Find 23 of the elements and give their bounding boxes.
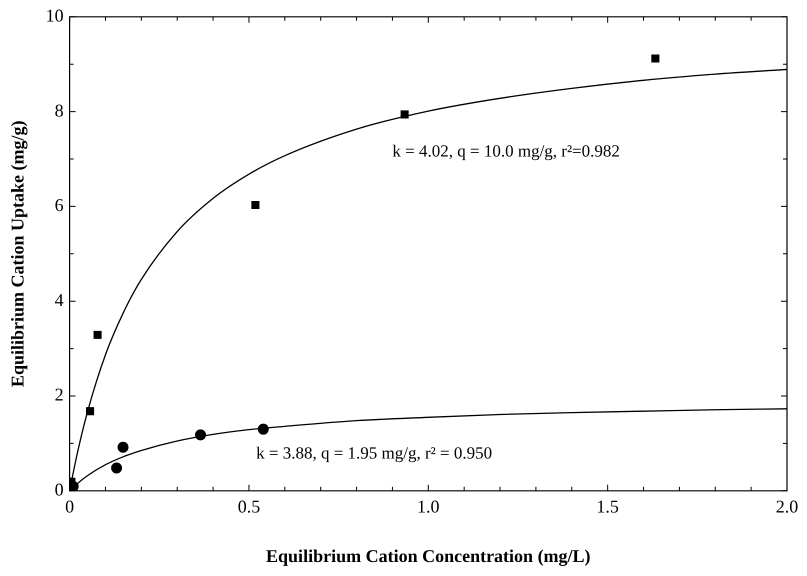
x-tick-label: 1.5 (596, 496, 619, 516)
point (94, 330, 102, 339)
y-tick-label: 0 (54, 480, 64, 500)
point (651, 54, 660, 63)
annotation: k = 4.02, q = 10.0 mg/g, r²=0.982 (392, 141, 620, 160)
x-axis-title: Equilibrium Cation Concentration (mg/L) (266, 546, 591, 566)
y-tick-label: 8 (54, 100, 64, 120)
point (118, 442, 129, 453)
x-tick-label: 2.0 (776, 496, 798, 516)
y-tick-label: 6 (54, 195, 64, 216)
y-axis-title: Equilibrium Cation Uptake (mg/g) (7, 120, 28, 388)
point (86, 407, 94, 416)
x-tick-label: 1.0 (417, 496, 440, 516)
y-tick-label: 4 (54, 290, 64, 310)
x-tick-label: 0.5 (238, 496, 260, 516)
point (195, 429, 206, 440)
y-tick-label: 2 (54, 384, 64, 405)
point (251, 200, 260, 210)
point (400, 110, 409, 118)
annotation: k = 3.88, q = 1.95 mg/g, r² = 0.950 (256, 443, 492, 462)
y-tick-label: 10 (46, 6, 64, 26)
point (258, 424, 269, 435)
point (111, 462, 122, 474)
